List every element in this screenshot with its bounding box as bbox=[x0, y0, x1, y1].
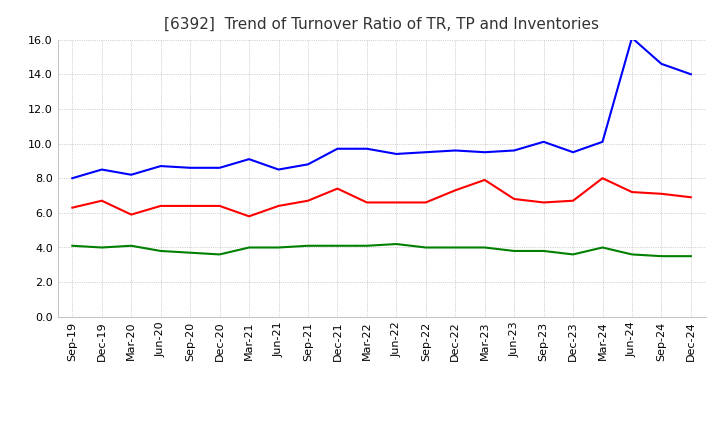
Trade Payables bbox=[480, 150, 489, 155]
Trade Receivables bbox=[451, 188, 459, 193]
Inventories bbox=[156, 248, 165, 253]
Trade Receivables bbox=[480, 177, 489, 183]
Inventories bbox=[451, 245, 459, 250]
Inventories bbox=[421, 245, 430, 250]
Inventories bbox=[539, 248, 548, 253]
Trade Receivables bbox=[245, 214, 253, 219]
Trade Receivables bbox=[510, 196, 518, 202]
Trade Receivables bbox=[156, 203, 165, 209]
Inventories bbox=[127, 243, 135, 249]
Trade Payables bbox=[569, 150, 577, 155]
Trade Receivables bbox=[363, 200, 372, 205]
Trade Payables bbox=[657, 61, 666, 66]
Trade Payables bbox=[628, 35, 636, 40]
Inventories bbox=[687, 253, 696, 259]
Trade Payables bbox=[687, 72, 696, 77]
Inventories bbox=[392, 242, 400, 247]
Trade Payables bbox=[245, 157, 253, 162]
Trade Payables bbox=[274, 167, 283, 172]
Inventories bbox=[333, 243, 342, 249]
Trade Payables bbox=[127, 172, 135, 177]
Inventories bbox=[598, 245, 607, 250]
Trade Receivables bbox=[628, 189, 636, 194]
Trade Receivables bbox=[274, 203, 283, 209]
Trade Payables bbox=[598, 139, 607, 144]
Trade Payables bbox=[156, 163, 165, 169]
Trade Receivables bbox=[598, 176, 607, 181]
Trade Receivables bbox=[392, 200, 400, 205]
Trade Payables bbox=[68, 176, 76, 181]
Inventories bbox=[186, 250, 194, 255]
Trade Receivables bbox=[68, 205, 76, 210]
Inventories bbox=[245, 245, 253, 250]
Trade Receivables bbox=[569, 198, 577, 203]
Trade Receivables bbox=[539, 200, 548, 205]
Trade Payables bbox=[304, 161, 312, 167]
Trade Payables bbox=[333, 146, 342, 151]
Trade Receivables bbox=[215, 203, 224, 209]
Trade Payables bbox=[363, 146, 372, 151]
Trade Receivables bbox=[127, 212, 135, 217]
Trade Payables bbox=[510, 148, 518, 153]
Inventories bbox=[628, 252, 636, 257]
Line: Trade Receivables: Trade Receivables bbox=[72, 178, 691, 216]
Trade Payables bbox=[421, 150, 430, 155]
Inventories bbox=[97, 245, 106, 250]
Trade Receivables bbox=[333, 186, 342, 191]
Inventories bbox=[68, 243, 76, 249]
Inventories bbox=[304, 243, 312, 249]
Inventories bbox=[510, 248, 518, 253]
Inventories bbox=[657, 253, 666, 259]
Trade Payables bbox=[451, 148, 459, 153]
Trade Receivables bbox=[186, 203, 194, 209]
Trade Payables bbox=[97, 167, 106, 172]
Trade Payables bbox=[215, 165, 224, 170]
Inventories bbox=[274, 245, 283, 250]
Trade Payables bbox=[392, 151, 400, 157]
Trade Receivables bbox=[657, 191, 666, 196]
Trade Receivables bbox=[687, 194, 696, 200]
Inventories bbox=[215, 252, 224, 257]
Title: [6392]  Trend of Turnover Ratio of TR, TP and Inventories: [6392] Trend of Turnover Ratio of TR, TP… bbox=[164, 16, 599, 32]
Trade Receivables bbox=[421, 200, 430, 205]
Trade Receivables bbox=[304, 198, 312, 203]
Inventories bbox=[363, 243, 372, 249]
Trade Payables bbox=[186, 165, 194, 170]
Line: Trade Payables: Trade Payables bbox=[72, 38, 691, 178]
Trade Receivables bbox=[97, 198, 106, 203]
Trade Payables bbox=[539, 139, 548, 144]
Inventories bbox=[480, 245, 489, 250]
Inventories bbox=[569, 252, 577, 257]
Line: Inventories: Inventories bbox=[72, 244, 691, 256]
